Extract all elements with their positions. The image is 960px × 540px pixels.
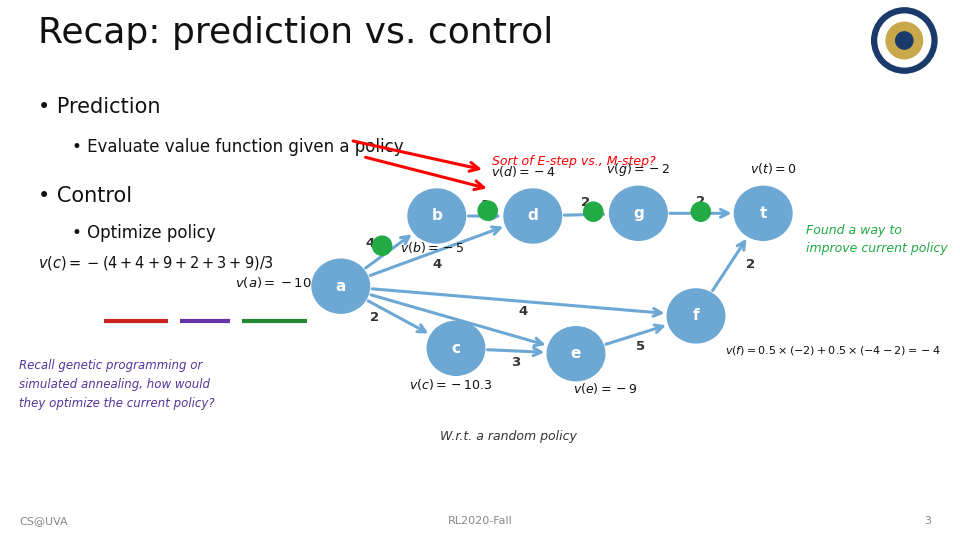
Text: $v(c) = -(4 + 4 + 9 + 2 + 3 + 9)/3$: $v(c) = -(4 + 4 + 9 + 2 + 3 + 9)/3$ [38,254,275,272]
Ellipse shape [427,321,485,375]
Text: $v(e) = -9$: $v(e) = -9$ [572,381,637,396]
Text: W.r.t. a random policy: W.r.t. a random policy [441,430,577,443]
Ellipse shape [547,327,605,381]
Ellipse shape [372,236,392,255]
Text: g: g [633,206,644,221]
Text: 1: 1 [480,199,490,212]
Text: $v(f) = 0.5\times(-2)+0.5\times(-4-2) = -4$: $v(f) = 0.5\times(-2)+0.5\times(-4-2) = … [725,344,941,357]
Ellipse shape [877,14,930,67]
Ellipse shape [667,289,725,343]
Text: $v(c) = -10.3$: $v(c) = -10.3$ [409,377,493,392]
Text: $v(d) = -4$: $v(d) = -4$ [491,164,556,179]
Ellipse shape [408,189,466,243]
Text: CS@UVA: CS@UVA [19,516,68,526]
Text: • Prediction: • Prediction [38,97,161,117]
Text: c: c [451,341,461,356]
Text: Found a way to
improve current policy: Found a way to improve current policy [806,224,948,255]
Ellipse shape [691,202,710,221]
Text: 2: 2 [370,310,379,324]
Text: RL2020-Fall: RL2020-Fall [447,516,513,526]
Ellipse shape [872,8,937,73]
Text: 3: 3 [924,516,931,526]
Text: b: b [431,208,443,224]
Ellipse shape [504,189,562,243]
Ellipse shape [478,201,497,220]
Ellipse shape [734,186,792,240]
Text: a: a [336,279,346,294]
Ellipse shape [312,259,370,313]
Text: Recap: prediction vs. control: Recap: prediction vs. control [38,16,554,50]
Ellipse shape [610,186,667,240]
Text: 4: 4 [432,258,442,271]
Text: Recall genetic programming or
simulated annealing, how would
they optimize the c: Recall genetic programming or simulated … [19,359,215,410]
Text: 2: 2 [746,258,756,271]
Text: 2: 2 [581,196,590,210]
Text: • Control: • Control [38,186,132,206]
Text: $v(t) = 0$: $v(t) = 0$ [750,161,796,176]
Text: f: f [693,308,699,323]
Text: 4: 4 [518,305,528,319]
Ellipse shape [886,22,923,59]
Text: Sort of E-step vs., M-step?: Sort of E-step vs., M-step? [492,156,655,168]
Text: 3: 3 [512,356,520,369]
Text: 4: 4 [365,237,374,249]
Text: 5: 5 [636,340,645,353]
Text: t: t [759,206,767,221]
Ellipse shape [896,32,913,49]
Text: • Evaluate value function given a policy: • Evaluate value function given a policy [72,138,403,156]
Text: $v(g) = -2$: $v(g) = -2$ [606,161,671,178]
Text: • Optimize policy: • Optimize policy [72,224,216,242]
Text: d: d [527,208,539,224]
Text: 9: 9 [464,324,472,338]
Text: $v(a) = -10.6$: $v(a) = -10.6$ [235,275,324,291]
Ellipse shape [584,202,603,221]
Text: e: e [571,346,581,361]
Text: $v(b) = -5$: $v(b) = -5$ [399,240,465,255]
Text: 2: 2 [696,195,706,208]
